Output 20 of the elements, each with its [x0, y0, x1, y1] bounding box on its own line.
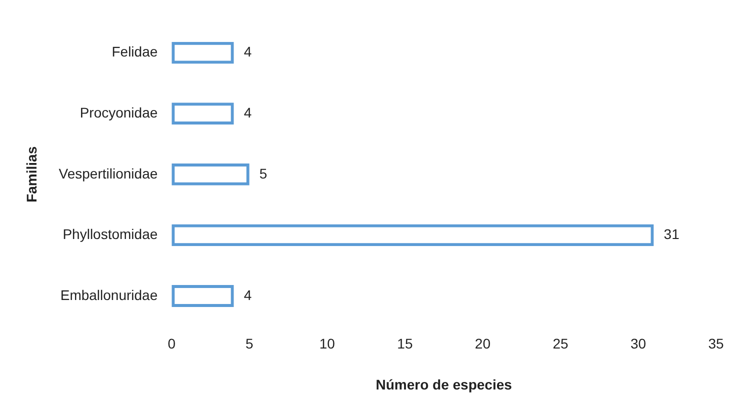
data-label: 4 [244, 286, 252, 303]
x-tick-label: 30 [630, 336, 646, 352]
x-tick-label: 15 [397, 336, 413, 352]
x-tick-label: 20 [474, 336, 491, 352]
y-tick-label: Procyonidae [80, 104, 158, 120]
data-label: 4 [244, 104, 252, 120]
y-tick-label: Emballonuridae [60, 286, 158, 303]
x-tick-label: 35 [708, 336, 724, 352]
y-axis-title: Familias [23, 146, 40, 202]
data-label: 4 [244, 44, 252, 60]
data-label: 31 [664, 226, 680, 242]
y-tick-label: Phyllostomidae [62, 226, 158, 242]
x-tick-label: 5 [246, 336, 254, 352]
x-tick-label: 0 [168, 336, 176, 352]
y-tick-label: Felidae [112, 44, 158, 60]
x-tick-label: 25 [552, 336, 568, 352]
x-tick-label: 10 [319, 336, 336, 352]
x-axis-title: Número de especies [376, 376, 512, 392]
data-label: 5 [259, 165, 268, 182]
y-tick-label: Vespertilionidae [58, 165, 158, 182]
